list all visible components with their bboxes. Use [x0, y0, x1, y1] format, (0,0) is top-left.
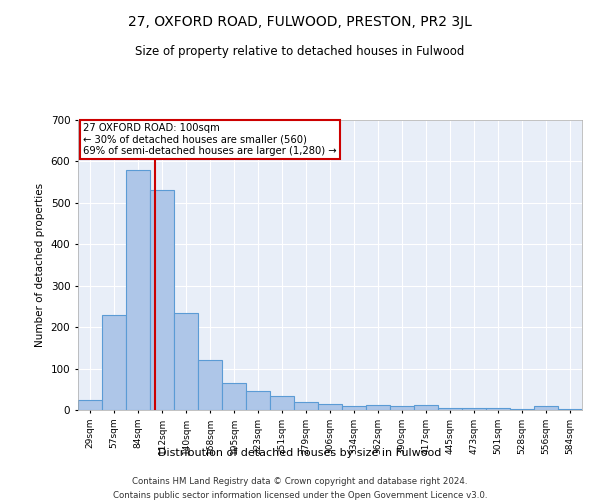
Bar	[78, 400, 102, 410]
Text: Contains HM Land Registry data © Crown copyright and database right 2024.: Contains HM Land Registry data © Crown c…	[132, 478, 468, 486]
Bar	[222, 383, 246, 410]
Bar	[414, 405, 438, 410]
Bar	[198, 360, 222, 410]
Bar	[558, 409, 582, 410]
Bar	[246, 392, 270, 410]
Text: Size of property relative to detached houses in Fulwood: Size of property relative to detached ho…	[136, 45, 464, 58]
Y-axis label: Number of detached properties: Number of detached properties	[35, 183, 45, 347]
Bar	[462, 408, 486, 410]
Text: 27, OXFORD ROAD, FULWOOD, PRESTON, PR2 3JL: 27, OXFORD ROAD, FULWOOD, PRESTON, PR2 3…	[128, 15, 472, 29]
Bar	[342, 406, 366, 410]
Bar	[294, 402, 318, 410]
Text: 27 OXFORD ROAD: 100sqm
← 30% of detached houses are smaller (560)
69% of semi-de: 27 OXFORD ROAD: 100sqm ← 30% of detached…	[83, 123, 337, 156]
Bar	[150, 190, 174, 410]
Bar	[174, 312, 198, 410]
Text: Distribution of detached houses by size in Fulwood: Distribution of detached houses by size …	[158, 448, 442, 458]
Text: Contains public sector information licensed under the Open Government Licence v3: Contains public sector information licen…	[113, 491, 487, 500]
Bar	[318, 404, 342, 410]
Bar	[438, 408, 462, 410]
Bar	[510, 409, 534, 410]
Bar	[366, 405, 390, 410]
Bar	[534, 406, 558, 410]
Bar	[270, 396, 294, 410]
Bar	[390, 406, 414, 410]
Bar	[102, 314, 126, 410]
Bar	[126, 170, 150, 410]
Bar	[486, 408, 510, 410]
